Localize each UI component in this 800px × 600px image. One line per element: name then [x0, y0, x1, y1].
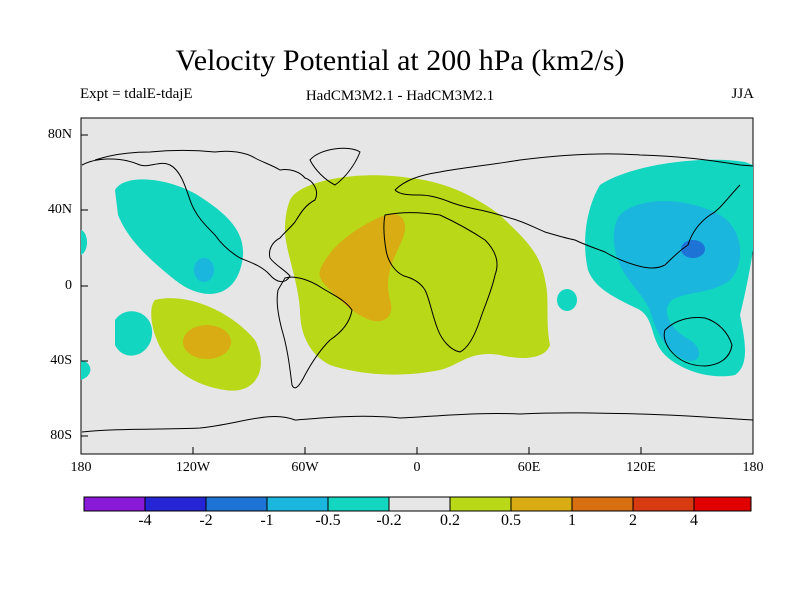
coastline-greenland: [309, 147, 361, 186]
colorbar-label-6: 0.5: [501, 512, 521, 529]
colorbar-box-3: [266, 496, 329, 512]
colorbar-label-1: -2: [199, 512, 213, 529]
contour-left-edge-negative: [81, 230, 88, 255]
contour-south-pacific-core: [183, 325, 231, 359]
chart-title: Velocity Potential at 200 hPa (km2/s): [175, 44, 625, 77]
colorbar-label-4: -0.2: [376, 512, 402, 529]
coastline-eurasia: [394, 153, 754, 269]
colorbar-label-2: -1: [260, 512, 274, 529]
lat-label-0: 0: [65, 278, 72, 293]
lon-label-60w: 60W: [291, 460, 319, 475]
contour-fields: [81, 159, 753, 391]
coastlines: [81, 147, 754, 433]
colorbar-box-9: [632, 496, 695, 512]
colorbar-box-8: [571, 496, 634, 512]
coastline-south-america: [276, 276, 353, 389]
colorbar-box-4: [327, 496, 390, 512]
contour-south-pacific-negative: [115, 311, 153, 356]
colorbar-label-7: 1: [568, 512, 576, 529]
lon-label-120e: 120E: [626, 460, 656, 475]
lat-label-80n: 80N: [47, 127, 72, 142]
contour-left-edge-negative-2: [81, 360, 91, 380]
lat-label-40s: 40S: [50, 353, 72, 368]
colorbar-box-7: [510, 496, 573, 512]
axis-ticks: [81, 134, 642, 454]
coastline-africa: [383, 212, 498, 353]
colorbar-label-5: 0.2: [440, 512, 460, 529]
contour-atlantic-positive: [285, 175, 550, 375]
colorbar-label-8: 2: [629, 512, 637, 529]
colorbar-box-0: [83, 496, 146, 512]
colorbar-box-5: [388, 496, 451, 512]
lat-label-40n: 40N: [47, 202, 72, 217]
colorbar-box-1: [144, 496, 207, 512]
coastline-antarctica: [81, 412, 754, 433]
contour-indian-ocean-negative: [557, 289, 577, 311]
lon-label-60e: 60E: [517, 460, 541, 475]
colorbar: [83, 496, 752, 512]
colorbar-label-0: -4: [138, 512, 152, 529]
contour-east-pacific-core: [194, 258, 214, 282]
colorbar-box-6: [449, 496, 512, 512]
colorbar-box-2: [205, 496, 268, 512]
contour-west-pacific-core: [681, 240, 705, 258]
lon-label-120w: 120W: [175, 460, 211, 475]
coastline-australia: [663, 317, 733, 367]
colorbar-label-9: 4: [690, 512, 698, 529]
coastline-north-america: [81, 150, 318, 282]
contour-west-pacific-blue: [613, 201, 741, 361]
lat-label-80s: 80S: [50, 428, 72, 443]
models-label: HadCM3M2.1 - HadCM3M2.1: [305, 88, 495, 104]
lon-label-0: 0: [413, 460, 421, 475]
colorbar-box-10: [693, 496, 752, 512]
lon-label-180-left: 180: [70, 460, 92, 475]
experiment-label: Expt = tdalE-tdajE: [80, 86, 193, 102]
lon-label-180-right: 180: [742, 460, 764, 475]
contour-atlantic-core: [319, 214, 405, 322]
colorbar-label-3: -0.5: [315, 512, 341, 529]
season-label: JJA: [731, 86, 754, 102]
